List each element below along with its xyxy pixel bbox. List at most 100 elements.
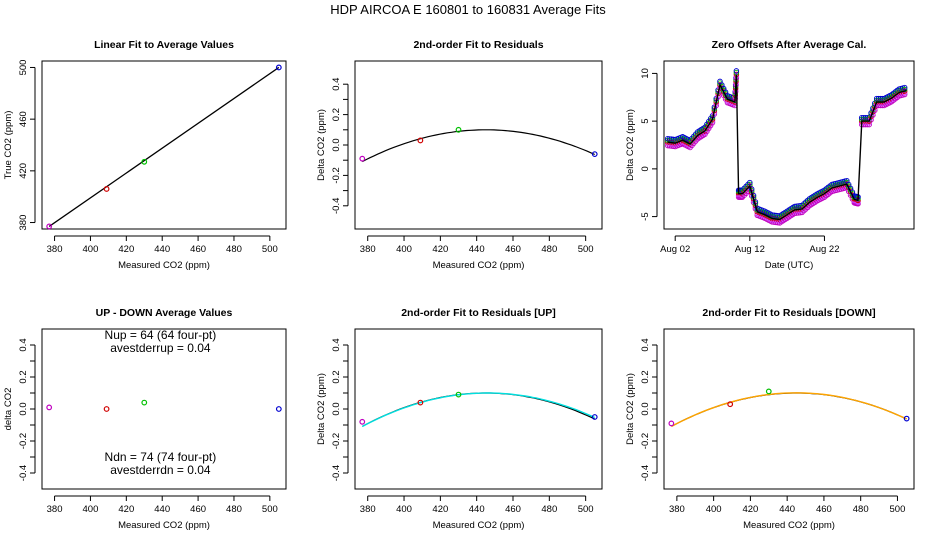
y-tick-label: 420 bbox=[18, 163, 29, 179]
x-tick-label: 420 bbox=[432, 244, 448, 255]
data-point-red bbox=[417, 137, 424, 144]
x-tick-label: 380 bbox=[47, 504, 63, 515]
x-tick-label: 380 bbox=[360, 504, 376, 515]
x-tick-label: 480 bbox=[853, 504, 869, 515]
x-tick-label: 440 bbox=[469, 504, 485, 515]
data-point-red bbox=[103, 406, 110, 412]
plot-frame bbox=[41, 60, 287, 230]
x-tick-label: 420 bbox=[118, 504, 134, 515]
x-tick-label: 500 bbox=[262, 244, 278, 255]
data-point-purple bbox=[359, 418, 366, 425]
series-marker bbox=[733, 68, 740, 74]
x-axis-label: Measured CO2 (ppm) bbox=[433, 520, 525, 531]
fit-curve-cyan bbox=[361, 392, 595, 428]
x-tick-label: 400 bbox=[83, 504, 99, 515]
x-tick-label: 460 bbox=[190, 244, 206, 255]
y-tick-label: -0.2 bbox=[331, 167, 342, 183]
chart-title: 2nd-order Fit to Residuals [UP] bbox=[401, 307, 556, 319]
x-tick-label: 480 bbox=[541, 504, 557, 515]
chart-p4: UP - DOWN Average Values 380 400 420 440 460 4… bbox=[3, 307, 287, 531]
x-tick-label: 500 bbox=[890, 504, 906, 515]
data-point-purple bbox=[668, 420, 675, 427]
chart-title: 2nd-order Fit to Residuals [DOWN] bbox=[702, 307, 875, 319]
x-tick-label: 400 bbox=[396, 504, 412, 515]
y-axis-label: Delta CO2 (ppm) bbox=[625, 109, 636, 181]
y-tick-label: -5 bbox=[640, 212, 651, 220]
y-axis-label: delta CO2 bbox=[3, 388, 14, 431]
figure-title: HDP AIRCOA E 160801 to 160831 Average Fi… bbox=[330, 2, 606, 17]
y-axis-label: Delta CO2 (ppm) bbox=[316, 109, 327, 181]
y-tick-label: 0.2 bbox=[640, 370, 651, 383]
y-tick-label: 0.0 bbox=[640, 402, 651, 415]
x-tick-label: 440 bbox=[154, 504, 170, 515]
series-marker bbox=[901, 91, 908, 98]
x-tick-label: 500 bbox=[262, 504, 278, 515]
y-tick-label: 0.0 bbox=[331, 402, 342, 415]
data-point-blue bbox=[275, 406, 282, 412]
fit-curve-black bbox=[362, 129, 595, 163]
y-tick-label: -0.4 bbox=[640, 465, 651, 481]
x-tick-label: 500 bbox=[578, 504, 594, 515]
y-tick-label: 0.2 bbox=[331, 370, 342, 383]
x-tick-label: Aug 12 bbox=[735, 244, 765, 255]
annotation-ndn: Ndn = 74 (74 four-pt) bbox=[105, 450, 217, 464]
x-tick-label: 440 bbox=[779, 504, 795, 515]
x-tick-label: 500 bbox=[578, 244, 594, 255]
y-tick-label: -0.2 bbox=[18, 433, 29, 449]
series-marker bbox=[866, 121, 872, 128]
x-tick-label: 380 bbox=[360, 244, 376, 255]
x-tick-label: 420 bbox=[742, 504, 758, 515]
series-marker bbox=[855, 201, 861, 207]
y-tick-label: 0.4 bbox=[18, 338, 29, 351]
y-axis-label: True CO2 (ppm) bbox=[3, 111, 14, 180]
x-tick-label: 440 bbox=[469, 244, 485, 255]
chart-title: UP - DOWN Average Values bbox=[96, 307, 233, 319]
y-tick-label: 0.0 bbox=[331, 138, 342, 151]
chart-title: 2nd-order Fit to Residuals bbox=[413, 39, 543, 51]
data-point-blue bbox=[903, 415, 910, 422]
fit-curve-orange bbox=[671, 392, 907, 428]
data-point-red bbox=[417, 399, 424, 406]
data-point-red bbox=[727, 401, 734, 408]
data-point-purple bbox=[46, 223, 53, 230]
data-point-blue bbox=[591, 414, 598, 420]
y-tick-label: 500 bbox=[18, 60, 29, 76]
y-tick-label: 5 bbox=[640, 118, 651, 123]
y-tick-label: 0.2 bbox=[18, 370, 29, 383]
plot-frame bbox=[354, 60, 603, 230]
x-axis-label: Date (UTC) bbox=[765, 260, 814, 271]
plot-frame bbox=[41, 328, 287, 490]
x-tick-label: 460 bbox=[505, 504, 521, 515]
annotation-avestderrdn: avestderrdn = 0.04 bbox=[110, 463, 211, 477]
y-tick-label: 380 bbox=[18, 215, 29, 231]
x-tick-label: 460 bbox=[505, 244, 521, 255]
chart-p1: Linear Fit to Average Values 380 400 420 440… bbox=[3, 39, 287, 271]
x-axis-label: Measured CO2 (ppm) bbox=[433, 260, 525, 271]
data-point-purple bbox=[359, 155, 366, 162]
chart-title: Linear Fit to Average Values bbox=[94, 39, 234, 51]
chart-p6: 2nd-order Fit to Residuals [DOWN] 380 400 4… bbox=[625, 307, 915, 531]
y-tick-label: 0.4 bbox=[331, 338, 342, 351]
y-tick-label: -0.2 bbox=[640, 433, 651, 449]
data-point-green bbox=[141, 158, 148, 165]
x-tick-label: 380 bbox=[47, 244, 63, 255]
x-tick-label: 420 bbox=[118, 244, 134, 255]
x-tick-label: 420 bbox=[432, 504, 448, 515]
y-axis-label: Delta CO2 (ppm) bbox=[625, 373, 636, 445]
x-axis-label: Measured CO2 (ppm) bbox=[118, 520, 210, 531]
data-point-green bbox=[455, 391, 462, 398]
y-tick-label: 0.2 bbox=[331, 108, 342, 121]
chart-p3: Zero Offsets After Average Cal. Aug 02 Aug… bbox=[625, 39, 915, 271]
y-tick-label: 10 bbox=[640, 68, 651, 79]
fit-line bbox=[48, 66, 280, 227]
y-tick-label: 0.4 bbox=[331, 78, 342, 91]
data-point-blue bbox=[275, 64, 282, 71]
y-tick-label: -0.4 bbox=[331, 465, 342, 481]
x-tick-label: 440 bbox=[154, 244, 170, 255]
chart-p5: 2nd-order Fit to Residuals [UP] 380 400 420… bbox=[316, 307, 603, 531]
plot-frame bbox=[663, 60, 915, 230]
x-axis-label: Measured CO2 (ppm) bbox=[743, 520, 835, 531]
y-axis-label: Delta CO2 (ppm) bbox=[316, 373, 327, 445]
annotation-avestderrup: avestderrup = 0.04 bbox=[110, 341, 211, 355]
